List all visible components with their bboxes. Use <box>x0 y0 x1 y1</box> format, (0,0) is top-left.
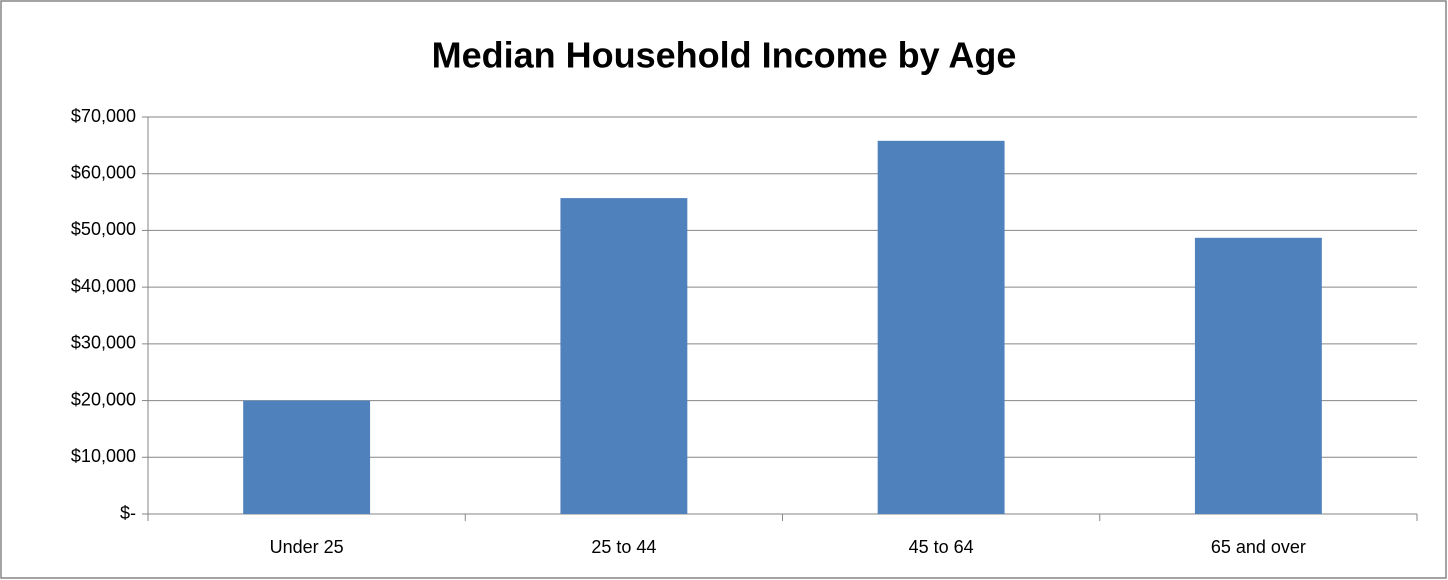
chart-title: Median Household Income by Age <box>432 35 1017 76</box>
bar <box>243 400 371 514</box>
x-tick-label: 25 to 44 <box>591 537 656 557</box>
y-tick-label: $- <box>120 503 136 523</box>
y-tick-label: $20,000 <box>71 389 136 409</box>
x-tick-label: Under 25 <box>270 537 344 557</box>
y-tick-label: $30,000 <box>71 333 136 353</box>
bar <box>560 198 688 514</box>
y-tick-label: $70,000 <box>71 106 136 126</box>
y-tick-label: $40,000 <box>71 276 136 296</box>
x-tick-label: 45 to 64 <box>909 537 974 557</box>
bar <box>1194 237 1322 514</box>
bar <box>877 140 1005 514</box>
y-tick-label: $50,000 <box>71 219 136 239</box>
x-tick-label: 65 and over <box>1211 537 1306 557</box>
y-tick-label: $60,000 <box>71 162 136 182</box>
y-tick-label: $10,000 <box>71 446 136 466</box>
